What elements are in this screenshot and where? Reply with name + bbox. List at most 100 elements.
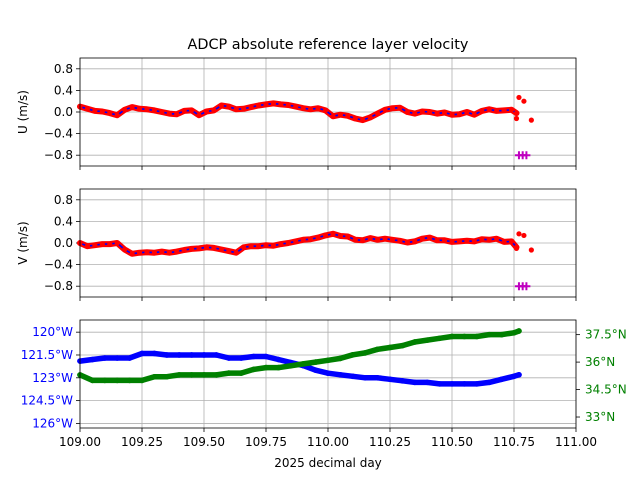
longitude-point xyxy=(449,381,455,387)
latitude-point xyxy=(362,350,369,356)
x-tick-label: 109.25 xyxy=(121,435,163,449)
plot-frame xyxy=(79,319,577,429)
data-point xyxy=(494,236,500,242)
latitude-point xyxy=(516,328,522,334)
latitude-point xyxy=(102,377,108,384)
data-point xyxy=(315,235,321,241)
longitude-point xyxy=(164,352,170,358)
longitude-point xyxy=(424,379,431,386)
latitude-point xyxy=(164,373,170,380)
data-point xyxy=(270,100,277,106)
latitude-point xyxy=(399,342,406,349)
y-tick-label: 0.4 xyxy=(54,83,73,97)
data-point xyxy=(92,242,98,248)
data-point xyxy=(427,235,433,241)
x-tick-label: 111.00 xyxy=(555,435,597,449)
data-point xyxy=(263,101,269,108)
latitude-point xyxy=(288,362,294,369)
data-point xyxy=(99,108,105,115)
data-point xyxy=(471,112,477,118)
data-point xyxy=(479,108,485,114)
data-point xyxy=(293,238,299,244)
longitude-point xyxy=(312,367,319,373)
outlier-point xyxy=(521,232,527,239)
latitude-point xyxy=(139,377,145,384)
latitude-point xyxy=(300,361,307,367)
latitude-point xyxy=(498,331,505,338)
data-point xyxy=(382,107,388,113)
data-point xyxy=(367,235,373,241)
data-point xyxy=(218,102,224,109)
latitude-point xyxy=(350,351,356,358)
latitude-point xyxy=(226,370,232,376)
data-point xyxy=(233,106,239,112)
longitude-point xyxy=(188,352,195,358)
x-tick-label: 109.00 xyxy=(59,435,101,449)
data-point xyxy=(501,239,507,245)
v-ylabel: V (m/s) xyxy=(16,221,30,264)
data-point xyxy=(136,106,143,112)
lat-tick-label: 36°N xyxy=(585,355,615,369)
data-point xyxy=(181,247,187,253)
data-point xyxy=(434,111,440,117)
data-point xyxy=(129,251,135,257)
data-point xyxy=(508,238,515,244)
longitude-point xyxy=(102,355,108,361)
data-point xyxy=(486,237,492,243)
x-tick-label: 109.50 xyxy=(183,435,225,449)
data-point xyxy=(427,109,433,115)
data-point xyxy=(166,111,172,117)
longitude-point xyxy=(374,375,381,381)
longitude-point xyxy=(350,373,356,380)
data-point xyxy=(144,249,150,255)
longitude-point xyxy=(226,355,232,361)
data-point xyxy=(174,249,180,255)
plot-frame xyxy=(79,188,577,298)
x-tick-label: 110.50 xyxy=(431,435,473,449)
longitude-point xyxy=(275,356,282,363)
latitude-point xyxy=(275,364,282,371)
data-point xyxy=(99,241,105,247)
data-point xyxy=(464,238,470,244)
data-point xyxy=(226,248,232,254)
data-point xyxy=(226,104,232,110)
data-point xyxy=(419,108,425,115)
data-point xyxy=(114,112,120,118)
latitude-point xyxy=(337,355,344,362)
longitude-point xyxy=(399,378,406,384)
data-point xyxy=(441,237,448,243)
data-point xyxy=(122,246,128,253)
data-point xyxy=(189,107,195,113)
data-point xyxy=(397,105,403,111)
data-point xyxy=(412,111,418,117)
data-point xyxy=(151,107,157,113)
v-velocity-panel: V (m/s) −0.8 −0.4 0.0 0.4 0.8 xyxy=(16,188,577,301)
longitude-point xyxy=(516,371,522,378)
longitude-point xyxy=(461,381,468,387)
data-point xyxy=(404,239,410,246)
latitude-point xyxy=(474,333,480,340)
latitude-point xyxy=(325,357,331,364)
data-point xyxy=(300,105,306,111)
data-point xyxy=(285,240,291,246)
outlier-point xyxy=(516,94,522,101)
y-tick-label: 0.0 xyxy=(54,105,73,119)
latitude-point xyxy=(114,377,120,384)
data-point xyxy=(211,107,217,113)
data-point xyxy=(404,109,410,115)
longitude-point xyxy=(176,352,182,358)
outlier-point xyxy=(513,115,520,122)
data-point xyxy=(196,112,202,118)
longitude-point xyxy=(213,352,220,358)
data-point xyxy=(456,238,463,244)
data-point xyxy=(471,238,477,244)
data-point xyxy=(285,102,291,108)
u-velocity-panel: U (m/s) −0.8 −0.4 0.0 0.4 0.8 xyxy=(16,57,577,170)
latitude-point xyxy=(461,333,468,340)
data-point xyxy=(136,250,143,256)
data-point xyxy=(241,106,247,112)
longitude-point xyxy=(89,356,96,363)
data-point xyxy=(92,108,98,114)
data-point xyxy=(456,111,463,117)
